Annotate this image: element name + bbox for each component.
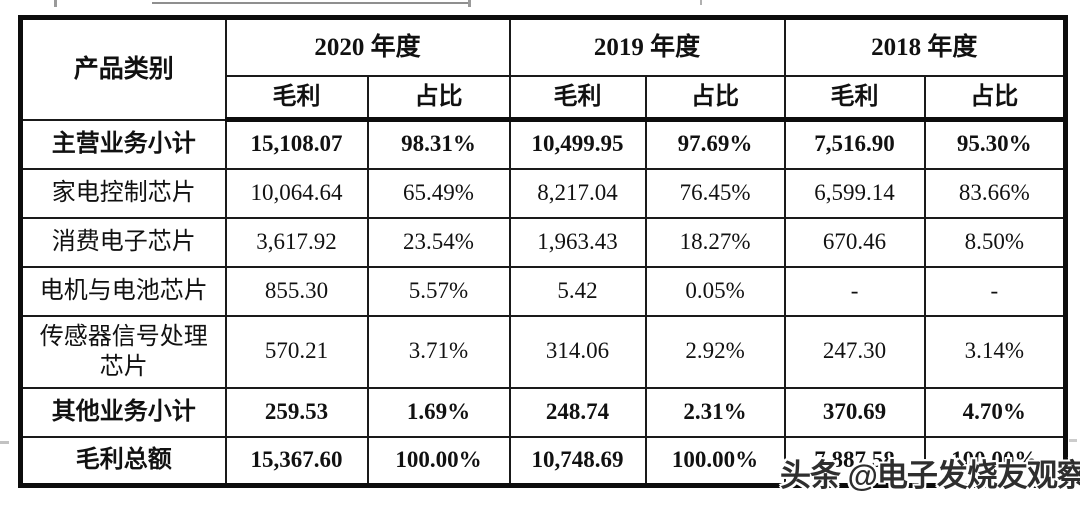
table-row-sensor-signal-chips: 传感器信号处理芯片 570.21 3.71% 314.06 2.92% 247.… bbox=[19, 314, 1067, 389]
cell-value: - bbox=[783, 265, 926, 317]
cell-value: 1.69% bbox=[366, 386, 511, 438]
cell-value: 100.00% bbox=[644, 435, 786, 487]
cropped-tick-artifact bbox=[54, 0, 57, 7]
cell-value: 2.31% bbox=[644, 386, 786, 438]
col-header-gross-profit-2019: 毛利 bbox=[508, 74, 647, 122]
cell-value: 6,599.14 bbox=[783, 167, 926, 219]
cell-value: 98.31% bbox=[366, 118, 511, 170]
cell-value: 65.49% bbox=[366, 167, 511, 219]
cell-value: 10,748.69 bbox=[508, 435, 647, 487]
cell-value: 100.00% bbox=[923, 435, 1067, 487]
row-category: 主营业务小计 bbox=[19, 118, 227, 170]
gross-profit-table: 产品类别 2020 年度 2019 年度 2018 年度 毛利 占比 毛利 占比… bbox=[18, 15, 1069, 488]
cell-value: 247.30 bbox=[783, 314, 926, 389]
table-row-home-appliance-chips: 家电控制芯片 10,064.64 65.49% 8,217.04 76.45% … bbox=[19, 167, 1067, 219]
cell-value: 76.45% bbox=[644, 167, 786, 219]
cell-value: 10,499.95 bbox=[508, 118, 647, 170]
cell-value: 248.74 bbox=[508, 386, 647, 438]
cell-value: 5.42 bbox=[508, 265, 647, 317]
row-category: 毛利总额 bbox=[19, 435, 227, 487]
cell-value: 18.27% bbox=[644, 216, 786, 268]
cell-value: 5.57% bbox=[366, 265, 511, 317]
year-header-2019: 2019 年度 bbox=[508, 16, 786, 77]
cell-value: 3.71% bbox=[366, 314, 511, 389]
row-category: 消费电子芯片 bbox=[19, 216, 227, 268]
cell-value: 370.69 bbox=[783, 386, 926, 438]
cropped-tick-artifact bbox=[700, 0, 702, 5]
cell-value: 259.53 bbox=[224, 386, 369, 438]
cell-value: 8,217.04 bbox=[508, 167, 647, 219]
cell-value: 100.00% bbox=[366, 435, 511, 487]
row-category: 家电控制芯片 bbox=[19, 167, 227, 219]
margin-dash-artifact bbox=[1069, 439, 1077, 442]
table-row-total-gross-profit: 毛利总额 15,367.60 100.00% 10,748.69 100.00%… bbox=[19, 435, 1067, 487]
cell-value: 4.70% bbox=[923, 386, 1067, 438]
cropped-line-artifact bbox=[152, 2, 470, 4]
col-header-gross-profit-2018: 毛利 bbox=[783, 74, 926, 122]
year-header-2018: 2018 年度 bbox=[783, 16, 1067, 77]
year-header-2020: 2020 年度 bbox=[224, 16, 511, 77]
col-header-proportion-2018: 占比 bbox=[923, 74, 1067, 122]
cell-value: 95.30% bbox=[923, 118, 1067, 170]
col-header-proportion-2019: 占比 bbox=[644, 74, 786, 122]
cell-value: 0.05% bbox=[644, 265, 786, 317]
cell-value: 7,516.90 bbox=[783, 118, 926, 170]
cell-value: 855.30 bbox=[224, 265, 369, 317]
table-header-metrics: 毛利 占比 毛利 占比 毛利 占比 bbox=[21, 74, 1067, 122]
cell-value: 1,963.43 bbox=[508, 216, 647, 268]
cell-value: - bbox=[923, 265, 1067, 317]
table-row-main-business-subtotal: 主营业务小计 15,108.07 98.31% 10,499.95 97.69%… bbox=[19, 118, 1067, 170]
row-category: 电机与电池芯片 bbox=[19, 265, 227, 317]
margin-dash-artifact bbox=[0, 441, 9, 444]
cell-value: 15,108.07 bbox=[224, 118, 369, 170]
cell-value: 97.69% bbox=[644, 118, 786, 170]
table-row-motor-battery-chips: 电机与电池芯片 855.30 5.57% 5.42 0.05% - - bbox=[19, 265, 1067, 317]
table-row-consumer-electronics-chips: 消费电子芯片 3,617.92 23.54% 1,963.43 18.27% 6… bbox=[19, 216, 1067, 268]
cropped-tick-artifact bbox=[468, 0, 471, 7]
cell-value: 3.14% bbox=[923, 314, 1067, 389]
row-category: 其他业务小计 bbox=[19, 386, 227, 438]
table-row-other-business-subtotal: 其他业务小计 259.53 1.69% 248.74 2.31% 370.69 … bbox=[19, 386, 1067, 438]
table-header-years: 产品类别 2020 年度 2019 年度 2018 年度 bbox=[19, 16, 1067, 121]
cell-value: 570.21 bbox=[224, 314, 369, 389]
col-header-proportion-2020: 占比 bbox=[366, 74, 511, 122]
cell-value: 83.66% bbox=[923, 167, 1067, 219]
cell-value: 10,064.64 bbox=[224, 167, 369, 219]
cell-value: 3,617.92 bbox=[224, 216, 369, 268]
row-category: 传感器信号处理芯片 bbox=[19, 314, 227, 389]
col-header-gross-profit-2020: 毛利 bbox=[224, 74, 369, 122]
cell-value: 314.06 bbox=[508, 314, 647, 389]
cell-value: 2.92% bbox=[644, 314, 786, 389]
cell-value: 15,367.60 bbox=[224, 435, 369, 487]
cell-value: 7,887.58 bbox=[783, 435, 926, 487]
cell-value: 8.50% bbox=[923, 216, 1067, 268]
toutiao-watermark: 头条 @电子发烧友观察 bbox=[780, 458, 1080, 493]
category-column-header: 产品类别 bbox=[19, 16, 227, 121]
cell-value: 670.46 bbox=[783, 216, 926, 268]
cell-value: 23.54% bbox=[366, 216, 511, 268]
